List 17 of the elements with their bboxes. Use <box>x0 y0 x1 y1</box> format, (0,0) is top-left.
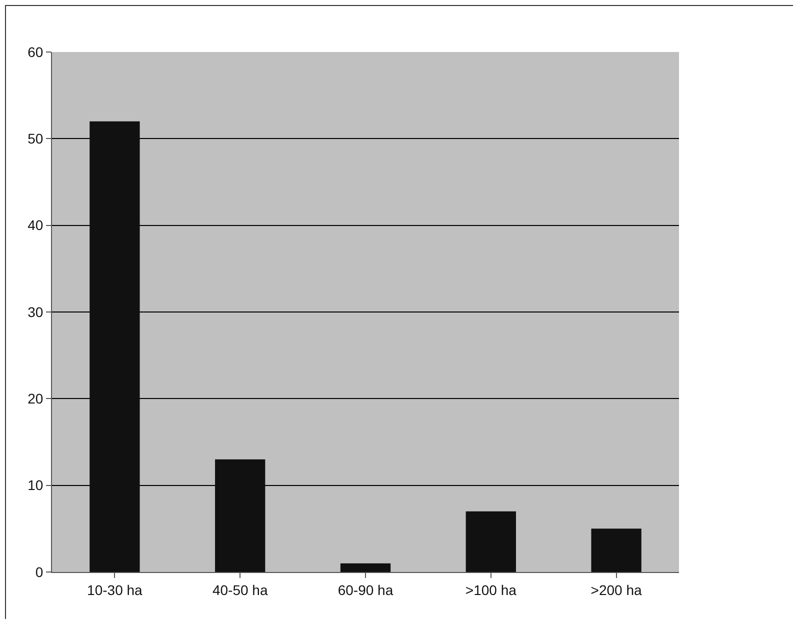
y-tick-label: 10 <box>28 477 44 494</box>
y-tick-label: 50 <box>28 130 44 147</box>
bar <box>591 528 642 572</box>
y-tick-label: 20 <box>28 390 44 407</box>
x-tick-label: >200 ha <box>590 582 642 598</box>
y-tick-label: 60 <box>28 44 44 60</box>
y-tick-label: 40 <box>28 217 44 234</box>
bar <box>340 563 391 572</box>
bar <box>215 459 266 572</box>
x-tick-label: 60-90 ha <box>338 582 394 598</box>
x-tick-label: 40-50 ha <box>212 582 268 598</box>
x-tick-label: 10-30 ha <box>87 582 143 598</box>
y-tick-label: 0 <box>35 564 44 580</box>
y-tick-label: 30 <box>28 304 44 320</box>
bar <box>466 511 516 572</box>
x-tick-label: >100 ha <box>465 582 517 598</box>
bar <box>90 121 140 572</box>
